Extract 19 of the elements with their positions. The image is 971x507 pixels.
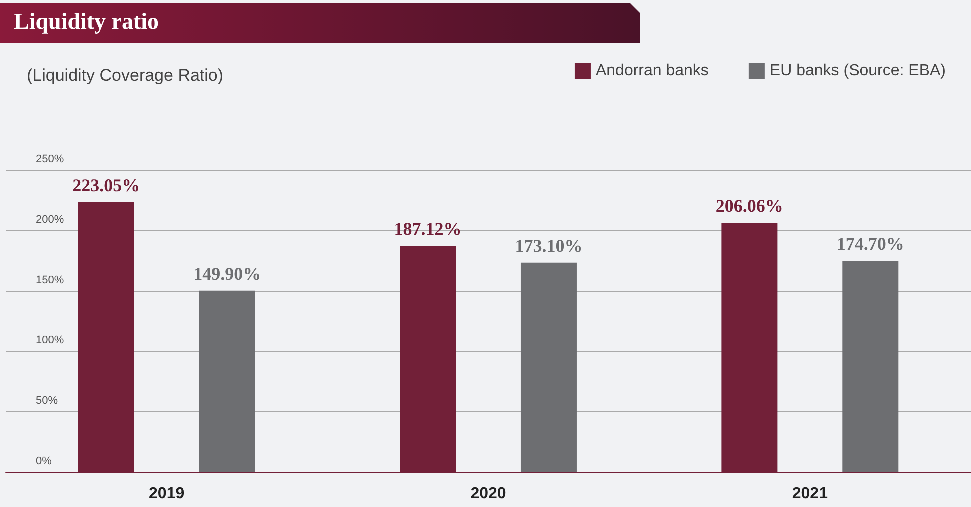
y-tick-label: 200% [36, 214, 64, 226]
y-tick-label: 150% [36, 274, 64, 286]
y-tick-label: 50% [36, 395, 58, 408]
data-label: 174.70% [836, 234, 904, 254]
x-tick-label: 2021 [792, 486, 828, 502]
data-label: 149.90% [194, 264, 262, 284]
x-tick-label: 2020 [470, 486, 506, 502]
data-label: 173.10% [515, 236, 583, 256]
data-label: 223.05% [72, 176, 140, 196]
legend-label: EU banks (Source: EBA) [770, 62, 946, 80]
x-tick-label: 2019 [149, 486, 185, 502]
y-tick-label: 250% [36, 154, 64, 166]
data-label: 206.06% [716, 196, 784, 216]
legend-label: Andorran banks [596, 62, 709, 80]
data-label: 187.12% [394, 218, 462, 239]
chart-title: Liquidity ratio [14, 9, 160, 35]
y-tick-label: 0% [36, 456, 52, 468]
y-tick-label: 100% [36, 334, 64, 347]
chart-subtitle: (Liquidity Coverage Ratio) [27, 66, 224, 85]
